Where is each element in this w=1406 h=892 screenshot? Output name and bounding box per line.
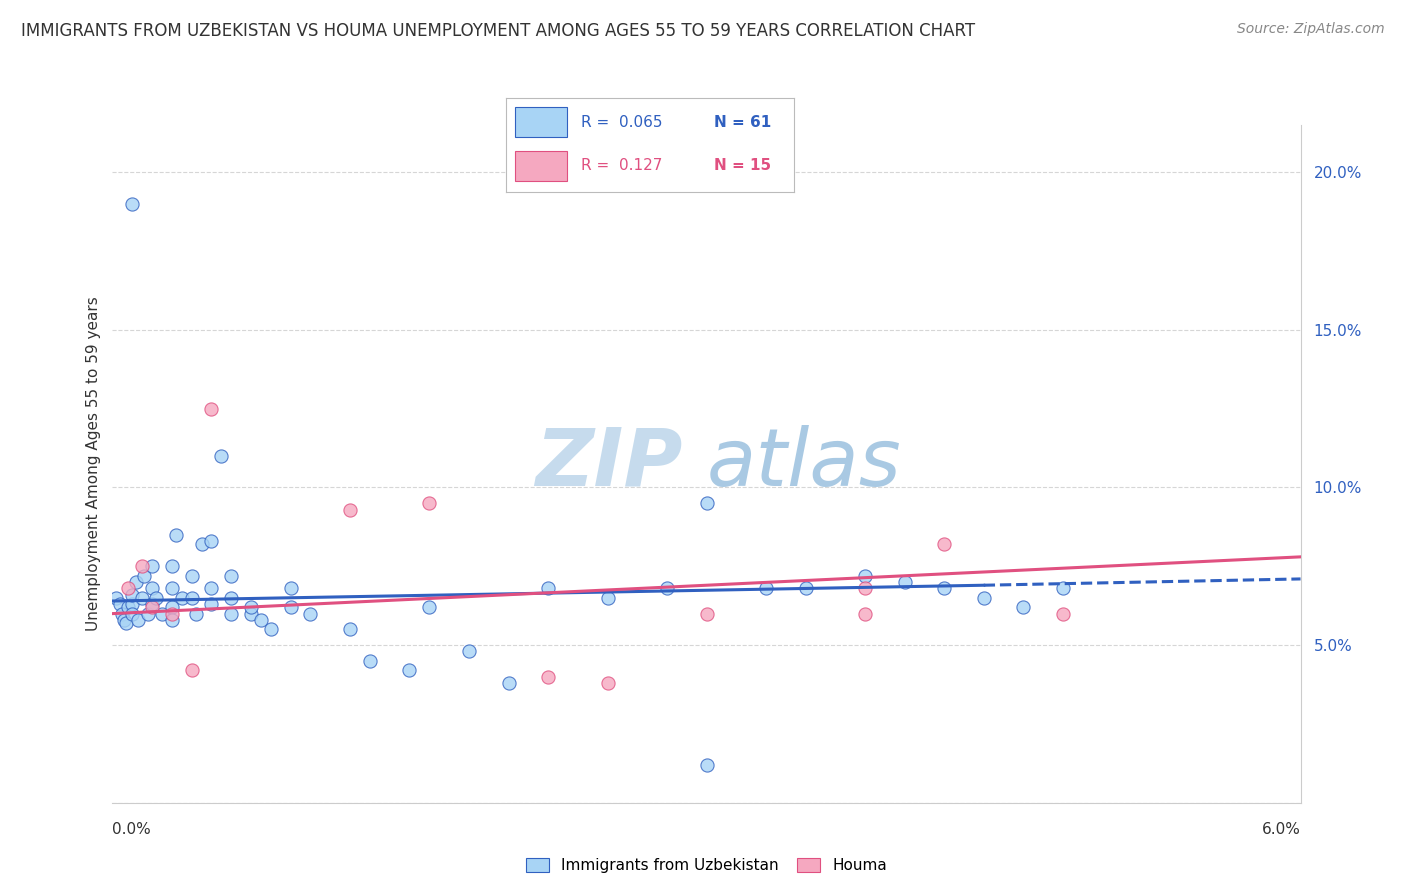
Point [853,568,876,582]
Point [180,591,202,605]
Point [498,676,520,690]
Point [794,582,817,596]
Text: R =  0.065: R = 0.065 [581,115,662,130]
Point [240,607,263,621]
Point [121,196,143,211]
Point [117,582,139,596]
Point [339,502,361,516]
Point [110,597,132,611]
Text: N = 15: N = 15 [714,158,770,173]
Point [134,568,156,582]
Point [141,559,163,574]
Point [1012,600,1035,615]
Point [200,534,222,549]
Point [170,591,193,605]
Point [121,597,143,611]
Point [141,597,163,611]
Point [418,496,440,510]
Point [160,559,183,574]
Point [160,607,183,621]
Point [190,537,212,551]
Point [359,654,381,668]
Point [141,600,163,615]
Point [125,575,148,590]
Text: atlas: atlas [707,425,901,503]
Y-axis label: Unemployment Among Ages 55 to 59 years: Unemployment Among Ages 55 to 59 years [86,296,101,632]
Point [180,568,202,582]
Point [250,613,273,627]
Point [127,613,149,627]
Point [112,613,135,627]
Point [1052,607,1074,621]
Point [1052,582,1074,596]
Text: Source: ZipAtlas.com: Source: ZipAtlas.com [1237,22,1385,37]
Point [853,607,876,621]
Text: N = 61: N = 61 [714,115,770,130]
Point [150,607,173,621]
Point [131,559,153,574]
Point [165,528,187,542]
Text: ZIP: ZIP [536,425,683,503]
Point [200,582,222,596]
Text: 0.0%: 0.0% [112,822,152,837]
Point [596,676,619,690]
Point [180,664,202,678]
Point [596,591,619,605]
Point [221,607,243,621]
Point [299,607,322,621]
Point [221,591,243,605]
Bar [515,108,567,137]
Point [115,616,138,631]
Point [131,591,153,605]
Point [973,591,995,605]
Legend: Immigrants from Uzbekistan, Houma: Immigrants from Uzbekistan, Houma [526,858,887,873]
Point [655,582,678,596]
Point [160,582,183,596]
Point [458,644,481,658]
Text: IMMIGRANTS FROM UZBEKISTAN VS HOUMA UNEMPLOYMENT AMONG AGES 55 TO 59 YEARS CORRE: IMMIGRANTS FROM UZBEKISTAN VS HOUMA UNEM… [21,22,976,40]
Point [934,537,956,551]
Point [145,591,167,605]
Bar [515,151,567,180]
Point [184,607,207,621]
Point [260,623,283,637]
Point [339,623,361,637]
Point [755,582,778,596]
Point [160,613,183,627]
Point [105,591,128,605]
Point [893,575,915,590]
Point [240,600,263,615]
Point [280,582,302,596]
Text: R =  0.127: R = 0.127 [581,158,662,173]
Point [537,582,560,596]
Point [160,600,183,615]
Point [209,449,232,463]
Point [117,600,139,615]
Point [111,607,134,621]
Point [200,401,222,416]
Point [696,607,718,621]
Point [934,582,956,596]
Point [696,496,718,510]
Point [398,664,420,678]
Point [136,607,159,621]
Point [537,670,560,684]
Point [280,600,302,615]
Point [696,758,718,772]
Point [221,568,243,582]
Point [141,582,163,596]
Point [853,582,876,596]
Point [418,600,440,615]
Point [200,597,222,611]
Point [121,607,143,621]
Point [121,588,143,602]
Text: 6.0%: 6.0% [1261,822,1301,837]
